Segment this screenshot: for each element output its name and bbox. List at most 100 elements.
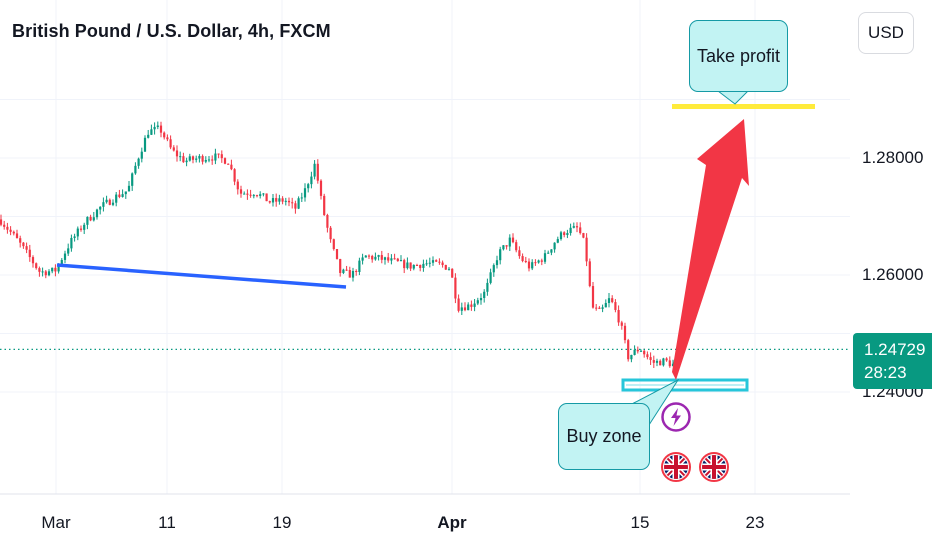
candle[interactable] xyxy=(518,246,521,259)
candle[interactable] xyxy=(537,259,540,264)
candle[interactable] xyxy=(588,258,591,288)
candle[interactable] xyxy=(217,153,220,159)
candle[interactable] xyxy=(531,259,534,271)
candle[interactable] xyxy=(70,234,73,252)
candle[interactable] xyxy=(22,242,25,249)
candle[interactable] xyxy=(236,179,239,195)
buy-zone-callout[interactable]: Buy zone xyxy=(558,403,650,470)
candle[interactable] xyxy=(310,171,313,189)
candle[interactable] xyxy=(393,253,396,260)
candle[interactable] xyxy=(140,147,143,163)
candle[interactable] xyxy=(307,182,310,193)
candle[interactable] xyxy=(313,160,316,180)
candle[interactable] xyxy=(377,254,380,261)
candle[interactable] xyxy=(611,295,614,304)
buy-zone-rectangle[interactable] xyxy=(621,378,749,392)
candle[interactable] xyxy=(415,263,419,266)
candle[interactable] xyxy=(345,265,348,271)
candle[interactable] xyxy=(553,242,556,253)
candle[interactable] xyxy=(444,264,447,271)
candle[interactable] xyxy=(105,195,108,204)
candle[interactable] xyxy=(124,191,127,199)
support-trendline[interactable] xyxy=(56,263,347,289)
candle[interactable] xyxy=(294,200,297,214)
candle[interactable] xyxy=(207,155,211,163)
candle[interactable] xyxy=(54,264,57,277)
candle[interactable] xyxy=(403,258,406,274)
candle[interactable] xyxy=(483,289,486,303)
candle[interactable] xyxy=(281,196,284,205)
candle[interactable] xyxy=(163,131,166,140)
candle[interactable] xyxy=(67,243,70,256)
candle[interactable] xyxy=(3,220,6,230)
candle[interactable] xyxy=(511,233,515,244)
candle[interactable] xyxy=(159,121,163,138)
candle[interactable] xyxy=(425,259,428,266)
candle[interactable] xyxy=(627,338,630,362)
candle[interactable] xyxy=(582,232,585,239)
candle[interactable] xyxy=(473,299,476,312)
candle[interactable] xyxy=(454,273,457,304)
candle[interactable] xyxy=(607,293,611,308)
candle[interactable] xyxy=(188,153,191,162)
candle[interactable] xyxy=(419,264,422,272)
candle[interactable] xyxy=(25,242,28,254)
candle[interactable] xyxy=(182,152,185,163)
candle[interactable] xyxy=(579,222,582,235)
candle[interactable] xyxy=(422,259,425,272)
candle[interactable] xyxy=(479,293,483,305)
candle[interactable] xyxy=(121,189,124,198)
candle[interactable] xyxy=(505,245,508,250)
candle[interactable] xyxy=(12,230,15,236)
candle[interactable] xyxy=(374,252,377,261)
candle[interactable] xyxy=(262,193,265,197)
candle[interactable] xyxy=(118,189,121,199)
candle[interactable] xyxy=(73,233,76,242)
candle[interactable] xyxy=(470,300,473,311)
candle[interactable] xyxy=(559,230,563,241)
candle[interactable] xyxy=(598,306,601,310)
candle[interactable] xyxy=(367,254,371,260)
candle[interactable] xyxy=(575,222,579,233)
candle[interactable] xyxy=(492,263,495,277)
candle[interactable] xyxy=(127,180,131,192)
candle[interactable] xyxy=(252,194,255,199)
candle[interactable] xyxy=(137,157,140,169)
candle[interactable] xyxy=(630,354,633,363)
candle[interactable] xyxy=(521,253,524,263)
candle[interactable] xyxy=(89,214,92,222)
candle[interactable] xyxy=(227,163,230,165)
candle[interactable] xyxy=(191,155,195,164)
candle[interactable] xyxy=(300,192,303,202)
candle[interactable] xyxy=(451,268,454,278)
candle[interactable] xyxy=(655,358,659,367)
candle[interactable] xyxy=(524,256,527,264)
candle[interactable] xyxy=(348,266,351,278)
candle[interactable] xyxy=(28,244,31,262)
candle[interactable] xyxy=(591,281,595,309)
candle[interactable] xyxy=(358,257,361,276)
candle[interactable] xyxy=(601,304,604,313)
candle[interactable] xyxy=(585,233,588,267)
candle[interactable] xyxy=(623,322,627,344)
candle[interactable] xyxy=(287,197,291,207)
candle[interactable] xyxy=(355,269,358,276)
candle[interactable] xyxy=(179,151,182,162)
lightning-icon[interactable] xyxy=(661,402,691,432)
candle[interactable] xyxy=(35,262,38,270)
candle[interactable] xyxy=(435,259,438,263)
candle[interactable] xyxy=(390,254,393,265)
candle[interactable] xyxy=(271,193,275,207)
candle[interactable] xyxy=(543,249,547,264)
candle[interactable] xyxy=(515,239,518,253)
candle[interactable] xyxy=(239,185,243,198)
candle[interactable] xyxy=(319,179,323,200)
candle[interactable] xyxy=(233,168,236,186)
candle[interactable] xyxy=(95,208,99,220)
candle[interactable] xyxy=(41,267,44,277)
candle[interactable] xyxy=(115,191,118,207)
candle[interactable] xyxy=(102,197,105,212)
candle[interactable] xyxy=(659,359,662,366)
candle[interactable] xyxy=(399,255,403,262)
